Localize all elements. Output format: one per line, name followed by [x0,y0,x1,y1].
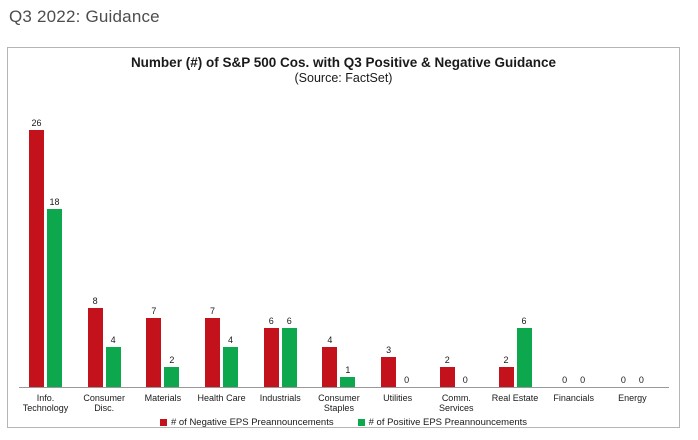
bar-cell-positive: 6 [516,315,532,387]
bar-value-label: 0 [404,375,410,385]
chart-title: Number (#) of S&P 500 Cos. with Q3 Posit… [130,55,557,70]
bar-cell-positive: 0 [399,375,414,387]
bar-cell-negative: 0 [557,375,572,387]
bar-positive [105,347,121,387]
bar-group: 3 0 Utilities [381,87,414,403]
bar-value-label: 7 [151,305,157,316]
bar-value-label: 0 [638,375,644,385]
bar-value-label: 6 [521,315,527,326]
bar-group: 26 18 Info. Technology [23,87,69,413]
category-label: Real Estate [491,393,539,403]
page-title: Q3 2022: Guidance [9,7,160,26]
bar-group: 7 2 Materials [145,87,182,403]
bar-positive [223,347,239,387]
bar-cell-negative: 3 [381,345,397,387]
bar-cell-negative: 6 [263,315,279,387]
legend-label-negative: # of Negative EPS Preannouncements [170,417,334,428]
bar-value-label: 4 [228,335,234,346]
bar-value-label: 4 [110,335,116,346]
bar-negative [205,317,221,387]
category-label: Utilities [383,393,413,403]
bar-positive [47,208,62,387]
bar-cell-positive: 0 [575,375,590,387]
bar-cell-negative: 7 [146,305,162,387]
bar-cell-positive: 4 [223,335,239,387]
bar-value-label: 0 [462,375,468,385]
bar-value-label: 6 [268,315,274,326]
legend-swatch-positive-icon [357,419,365,426]
bar-cell-positive: 1 [340,365,356,387]
bar-negative [498,367,514,387]
bar-value-label: 3 [386,345,392,356]
bar-cell-negative: 8 [87,295,103,387]
bar-group: 0 0 Financials [553,87,594,403]
chart-subtitle: (Source: FactSet) [294,71,393,85]
plot-area: 26 18 Info. Technology 8 4 Consumer Disc. 7 2 Ma… [8,87,679,413]
legend-item-positive: # of Positive EPS Preannouncements [357,417,528,428]
bar-value-label: 0 [620,375,626,385]
category-label: Health Care [197,393,246,403]
bar-groups: 26 18 Info. Technology 8 4 Consumer Disc. 7 2 Ma… [23,87,649,413]
bar-group: 2 0 Comm. Services [439,87,474,413]
bar-value-label: 4 [327,335,333,346]
x-axis-line [19,387,669,388]
bar-value-label: 2 [169,355,175,366]
bar-value-label: 0 [562,375,568,385]
bar-cell-positive: 0 [634,375,649,387]
bar-negative [439,367,455,387]
legend-swatch-negative-icon [159,419,167,426]
bar-negative [87,307,103,387]
bar-cell-positive: 18 [47,197,62,387]
bar-group: 7 4 Health Care [198,87,246,403]
category-label: Financials [553,393,594,403]
bar-cell-negative: 0 [616,375,631,387]
bar-value-label: 6 [286,315,292,326]
bar-negative [146,317,162,387]
bar-group: 6 6 Industrials [260,87,301,403]
bar-value-label: 2 [503,355,509,366]
category-label: Info. Technology [22,393,69,413]
category-label: Consumer Disc. [83,393,125,413]
bar-value-label: 26 [31,117,42,128]
bar-negative [381,357,397,387]
bar-value-label: 18 [49,196,60,207]
category-label: Industrials [259,393,301,403]
bar-group: 4 1 Consumer Staples [318,87,360,413]
bar-cell-negative: 7 [205,305,221,387]
category-label: Consumer Staples [318,393,360,413]
bar-group: 0 0 Energy [616,87,649,403]
bar-positive [164,367,180,387]
category-label: Comm. Services [439,393,474,413]
bar-cell-positive: 0 [458,375,473,387]
bar-cell-positive: 2 [164,355,180,387]
category-label: Energy [618,393,647,403]
bar-group: 8 4 Consumer Disc. [83,87,125,413]
bar-positive [516,327,532,387]
bar-positive [281,327,297,387]
bar-group: 2 6 Real Estate [492,87,539,403]
bar-value-label: 0 [580,375,586,385]
legend-label-positive: # of Positive EPS Preannouncements [368,417,528,428]
bar-negative [322,347,338,387]
bar-value-label: 2 [444,355,450,366]
bar-negative [263,327,279,387]
bar-value-label: 7 [210,305,216,316]
legend: # of Negative EPS Preannouncements # of … [8,417,679,428]
bar-cell-negative: 2 [439,355,455,387]
bar-cell-positive: 6 [281,315,297,387]
bar-cell-negative: 26 [29,118,44,387]
bar-value-label: 8 [92,295,98,306]
legend-item-negative: # of Negative EPS Preannouncements [159,417,334,428]
bar-cell-negative: 2 [498,355,514,387]
category-label: Materials [144,393,182,403]
bar-negative [29,129,44,387]
bar-positive [340,377,356,387]
bar-cell-negative: 4 [322,335,338,387]
chart-frame: Number (#) of S&P 500 Cos. with Q3 Posit… [7,47,680,428]
bar-value-label: 1 [345,365,351,376]
bar-cell-positive: 4 [105,335,121,387]
